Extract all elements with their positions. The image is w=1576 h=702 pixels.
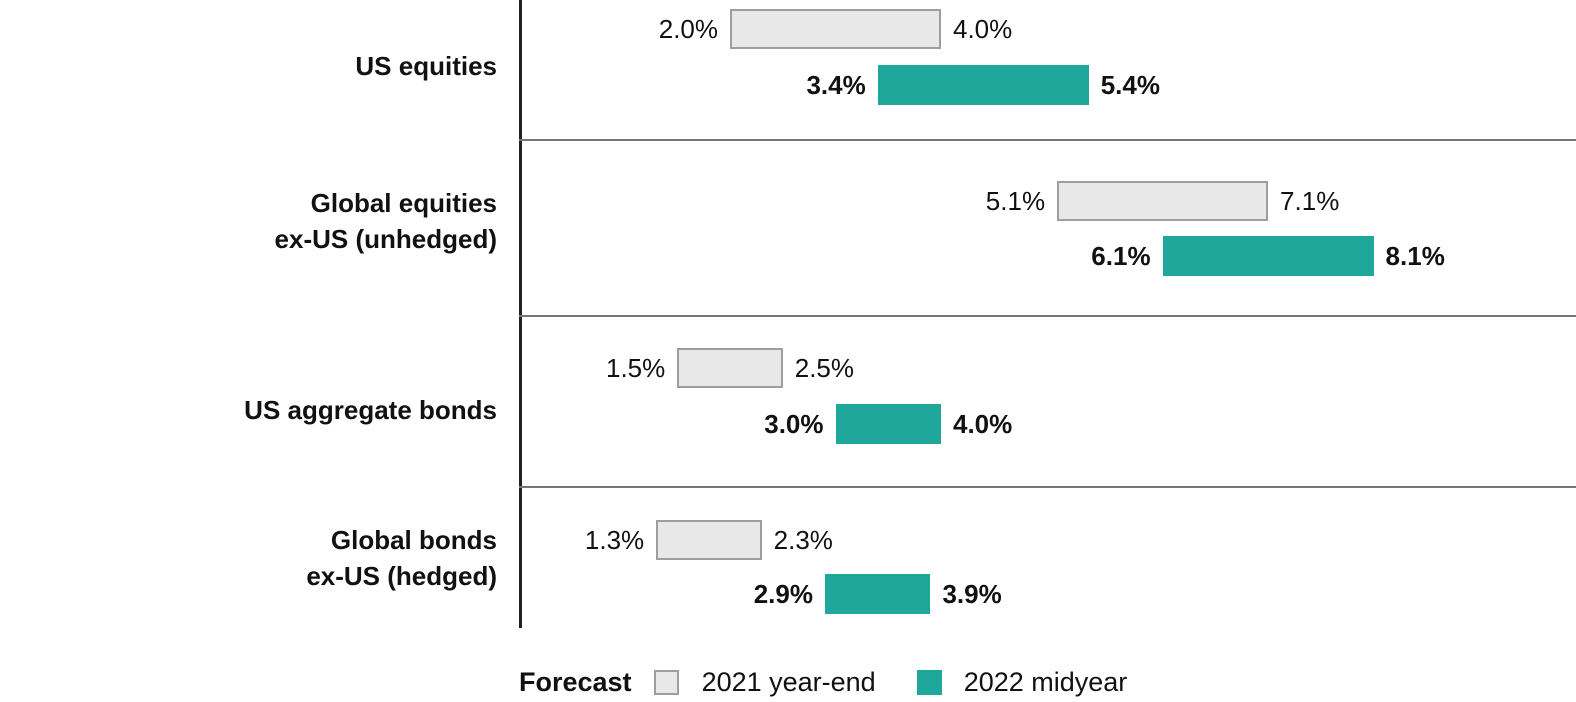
bar-range-max-label: 7.1% [1280, 186, 1340, 216]
bar-range-min-label: 1.5% [605, 353, 666, 383]
bar-range-min-label: 5.1% [985, 186, 1046, 216]
bar-2022-midyear [1162, 236, 1374, 276]
category-label: US equities [0, 48, 497, 84]
bar-2021-year-end [677, 348, 783, 388]
y-axis-line [519, 0, 522, 628]
bar-2022-midyear [824, 574, 931, 614]
legend-item-label: 2021 year-end [701, 666, 876, 697]
bar-range-max-label: 2.3% [773, 525, 833, 555]
bar-range-min-label: 6.1% [1091, 241, 1151, 271]
bar-range-min-label: 3.0% [764, 409, 824, 439]
legend-swatch-2021-year-end [653, 669, 679, 695]
category-label: Global bonds ex-US (hedged) [0, 522, 497, 594]
row-divider [519, 486, 1576, 488]
category-label-line: US equities [355, 51, 497, 81]
legend: Forecast 2021 year-end 2022 midyear [519, 660, 1127, 702]
bar-range-min-label: 2.0% [658, 14, 718, 44]
legend-swatch-2022-midyear [916, 669, 942, 695]
legend-title: Forecast [519, 666, 632, 697]
category-label-line: US aggregate bonds [244, 395, 497, 425]
category-label: Global equities ex-US (unhedged) [0, 185, 497, 257]
row-divider [519, 315, 1576, 317]
bar-2021-year-end [656, 520, 762, 560]
bar-range-max-label: 5.4% [1100, 70, 1160, 100]
bar-range-max-label: 3.9% [942, 579, 1002, 609]
bar-range-max-label: 8.1% [1385, 241, 1445, 271]
bar-range-max-label: 2.5% [794, 353, 855, 383]
bar-range-max-label: 4.0% [953, 14, 1013, 44]
category-label-line: Global equities [310, 188, 497, 218]
legend-item-label: 2022 midyear [963, 666, 1128, 697]
category-label-line: ex-US (unhedged) [274, 224, 497, 254]
plot-area: US equities 2.0% 4.0% 3.4% 5.4% Global e… [0, 0, 1576, 628]
category-label-line: Global bonds [330, 525, 497, 555]
bar-range-min-label: 2.9% [753, 579, 813, 609]
bar-2021-year-end [1057, 181, 1269, 221]
category-label-line: ex-US (hedged) [306, 561, 497, 591]
bar-range-min-label: 1.3% [584, 525, 645, 555]
bar-2022-midyear [835, 404, 941, 444]
category-label: US aggregate bonds [0, 392, 497, 428]
bar-2022-midyear [877, 65, 1089, 105]
bar-2021-year-end [730, 9, 941, 49]
bar-range-min-label: 3.4% [806, 70, 866, 100]
row-divider [519, 139, 1576, 141]
bar-range-max-label: 4.0% [953, 409, 1013, 439]
